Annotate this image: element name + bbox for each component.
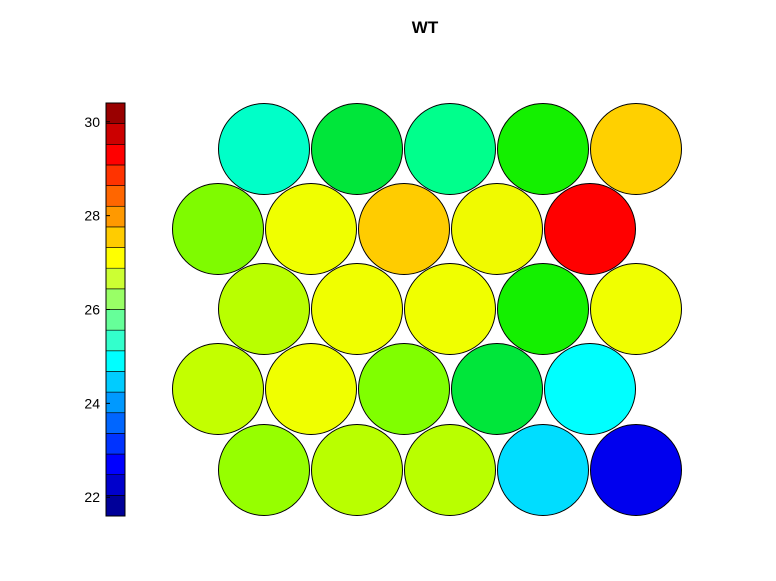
colorbar-segment bbox=[105, 102, 126, 124]
colorbar-segment bbox=[105, 185, 126, 207]
colorbar-segment bbox=[105, 453, 126, 475]
colorbar-segment bbox=[105, 247, 126, 269]
map-cell-r2-c0 bbox=[218, 263, 310, 355]
colorbar-ticks: 22 24 26 28 30 bbox=[84, 114, 110, 505]
colorbar-segment bbox=[105, 123, 126, 145]
colorbar-segment bbox=[105, 391, 126, 414]
colorbar-segment bbox=[105, 164, 126, 186]
map-cell-r3-c4 bbox=[544, 343, 636, 435]
map-cell-r2-c3 bbox=[497, 263, 589, 355]
map-cell-r4-c0 bbox=[218, 424, 310, 516]
map-cell-r0-c0 bbox=[218, 103, 310, 195]
map-cell-r3-c3 bbox=[451, 343, 543, 435]
colorbar-segment bbox=[105, 309, 126, 331]
map-cell-r4-c3 bbox=[497, 424, 589, 516]
map-cell-r3-c2 bbox=[358, 343, 450, 435]
colorbar-segment bbox=[105, 329, 126, 352]
colorbar-tick-label: 24 bbox=[84, 395, 100, 411]
map-cell-r2-c4 bbox=[590, 263, 682, 355]
map-cell-r0-c1 bbox=[311, 103, 403, 195]
colorbar-segment bbox=[105, 205, 126, 228]
colorbar-segment bbox=[105, 371, 126, 393]
colorbar-segment bbox=[105, 288, 126, 310]
map-cell-r3-c0 bbox=[172, 343, 264, 435]
map-cell-r2-c2 bbox=[404, 263, 496, 355]
colorbar-segment bbox=[105, 267, 126, 290]
map-cell-r3-c1 bbox=[265, 343, 357, 435]
map-cell-r0-c4 bbox=[590, 103, 682, 195]
map-cells bbox=[172, 103, 682, 516]
colorbar-segment bbox=[105, 226, 126, 248]
chart-title: WT bbox=[412, 18, 439, 37]
colorbar-tick-label: 26 bbox=[84, 302, 100, 318]
map-cell-r0-c3 bbox=[497, 103, 589, 195]
colorbar-tick-label: 22 bbox=[84, 489, 100, 505]
map-cell-r1-c3 bbox=[451, 183, 543, 275]
colorbar-tick-label: 30 bbox=[84, 114, 100, 130]
colorbar-segment bbox=[105, 495, 126, 517]
colorbar-segment bbox=[105, 350, 126, 372]
map-cell-r4-c2 bbox=[404, 424, 496, 516]
colorbar-segment bbox=[105, 144, 126, 166]
colorbar-segment bbox=[105, 474, 126, 496]
colorbar-segment bbox=[105, 433, 126, 455]
colorbar-tick-label: 28 bbox=[84, 208, 100, 224]
map-cell-r1-c2 bbox=[358, 183, 450, 275]
colorbar-segment bbox=[105, 412, 126, 434]
map-cell-r2-c1 bbox=[311, 263, 403, 355]
map-cell-r4-c4 bbox=[590, 424, 682, 516]
map-cell-r1-c1 bbox=[265, 183, 357, 275]
map-cell-r4-c1 bbox=[311, 424, 403, 516]
map-cell-r0-c2 bbox=[404, 103, 496, 195]
map-cell-r1-c0 bbox=[172, 183, 264, 275]
map-cell-r1-c4 bbox=[544, 183, 636, 275]
